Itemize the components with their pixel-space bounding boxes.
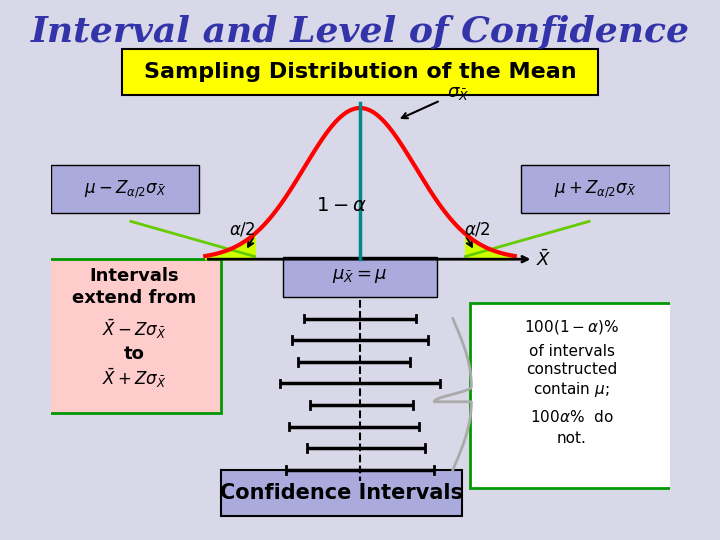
Text: $\bar{X} - Z\sigma_{\bar{X}}$: $\bar{X} - Z\sigma_{\bar{X}}$ [102,318,166,341]
FancyBboxPatch shape [283,256,437,297]
Text: $\sigma_{\bar{X}}$: $\sigma_{\bar{X}}$ [446,84,469,102]
Text: $\alpha/2$: $\alpha/2$ [229,220,256,239]
Text: $1-\alpha$: $1-\alpha$ [316,195,367,215]
Text: Confidence Intervals: Confidence Intervals [220,483,463,503]
Text: contain $\mu;$: contain $\mu;$ [534,380,610,400]
FancyBboxPatch shape [221,470,462,516]
Text: Interval and Level of Confidence: Interval and Level of Confidence [30,16,690,49]
Text: Sampling Distribution of the Mean: Sampling Distribution of the Mean [144,62,576,82]
FancyBboxPatch shape [521,165,670,213]
Text: $\bar{X}$: $\bar{X}$ [536,249,552,269]
Text: $100(1-\alpha)\%$: $100(1-\alpha)\%$ [524,318,619,336]
Text: of intervals: of intervals [528,343,615,359]
FancyBboxPatch shape [469,303,671,488]
Text: not.: not. [557,431,587,446]
Text: $\bar{X} + Z\sigma_{\bar{X}}$: $\bar{X} + Z\sigma_{\bar{X}}$ [102,366,166,390]
Text: to: to [124,345,145,363]
Text: $\alpha/2$: $\alpha/2$ [464,220,491,239]
Text: $\mu - Z_{\alpha/2}\sigma_{\bar{X}}$: $\mu - Z_{\alpha/2}\sigma_{\bar{X}}$ [84,178,166,200]
Text: constructed: constructed [526,362,617,377]
FancyBboxPatch shape [122,49,598,94]
Text: $\mu + Z_{\alpha/2}\sigma_{\bar{X}}$: $\mu + Z_{\alpha/2}\sigma_{\bar{X}}$ [554,178,636,200]
FancyBboxPatch shape [50,165,199,213]
FancyBboxPatch shape [48,259,221,413]
Text: $100\alpha\%$  do: $100\alpha\%$ do [530,409,613,425]
Text: Intervals
extend from: Intervals extend from [72,267,196,307]
Text: $\mu_{\bar{X}} = \mu$: $\mu_{\bar{X}} = \mu$ [332,267,388,286]
